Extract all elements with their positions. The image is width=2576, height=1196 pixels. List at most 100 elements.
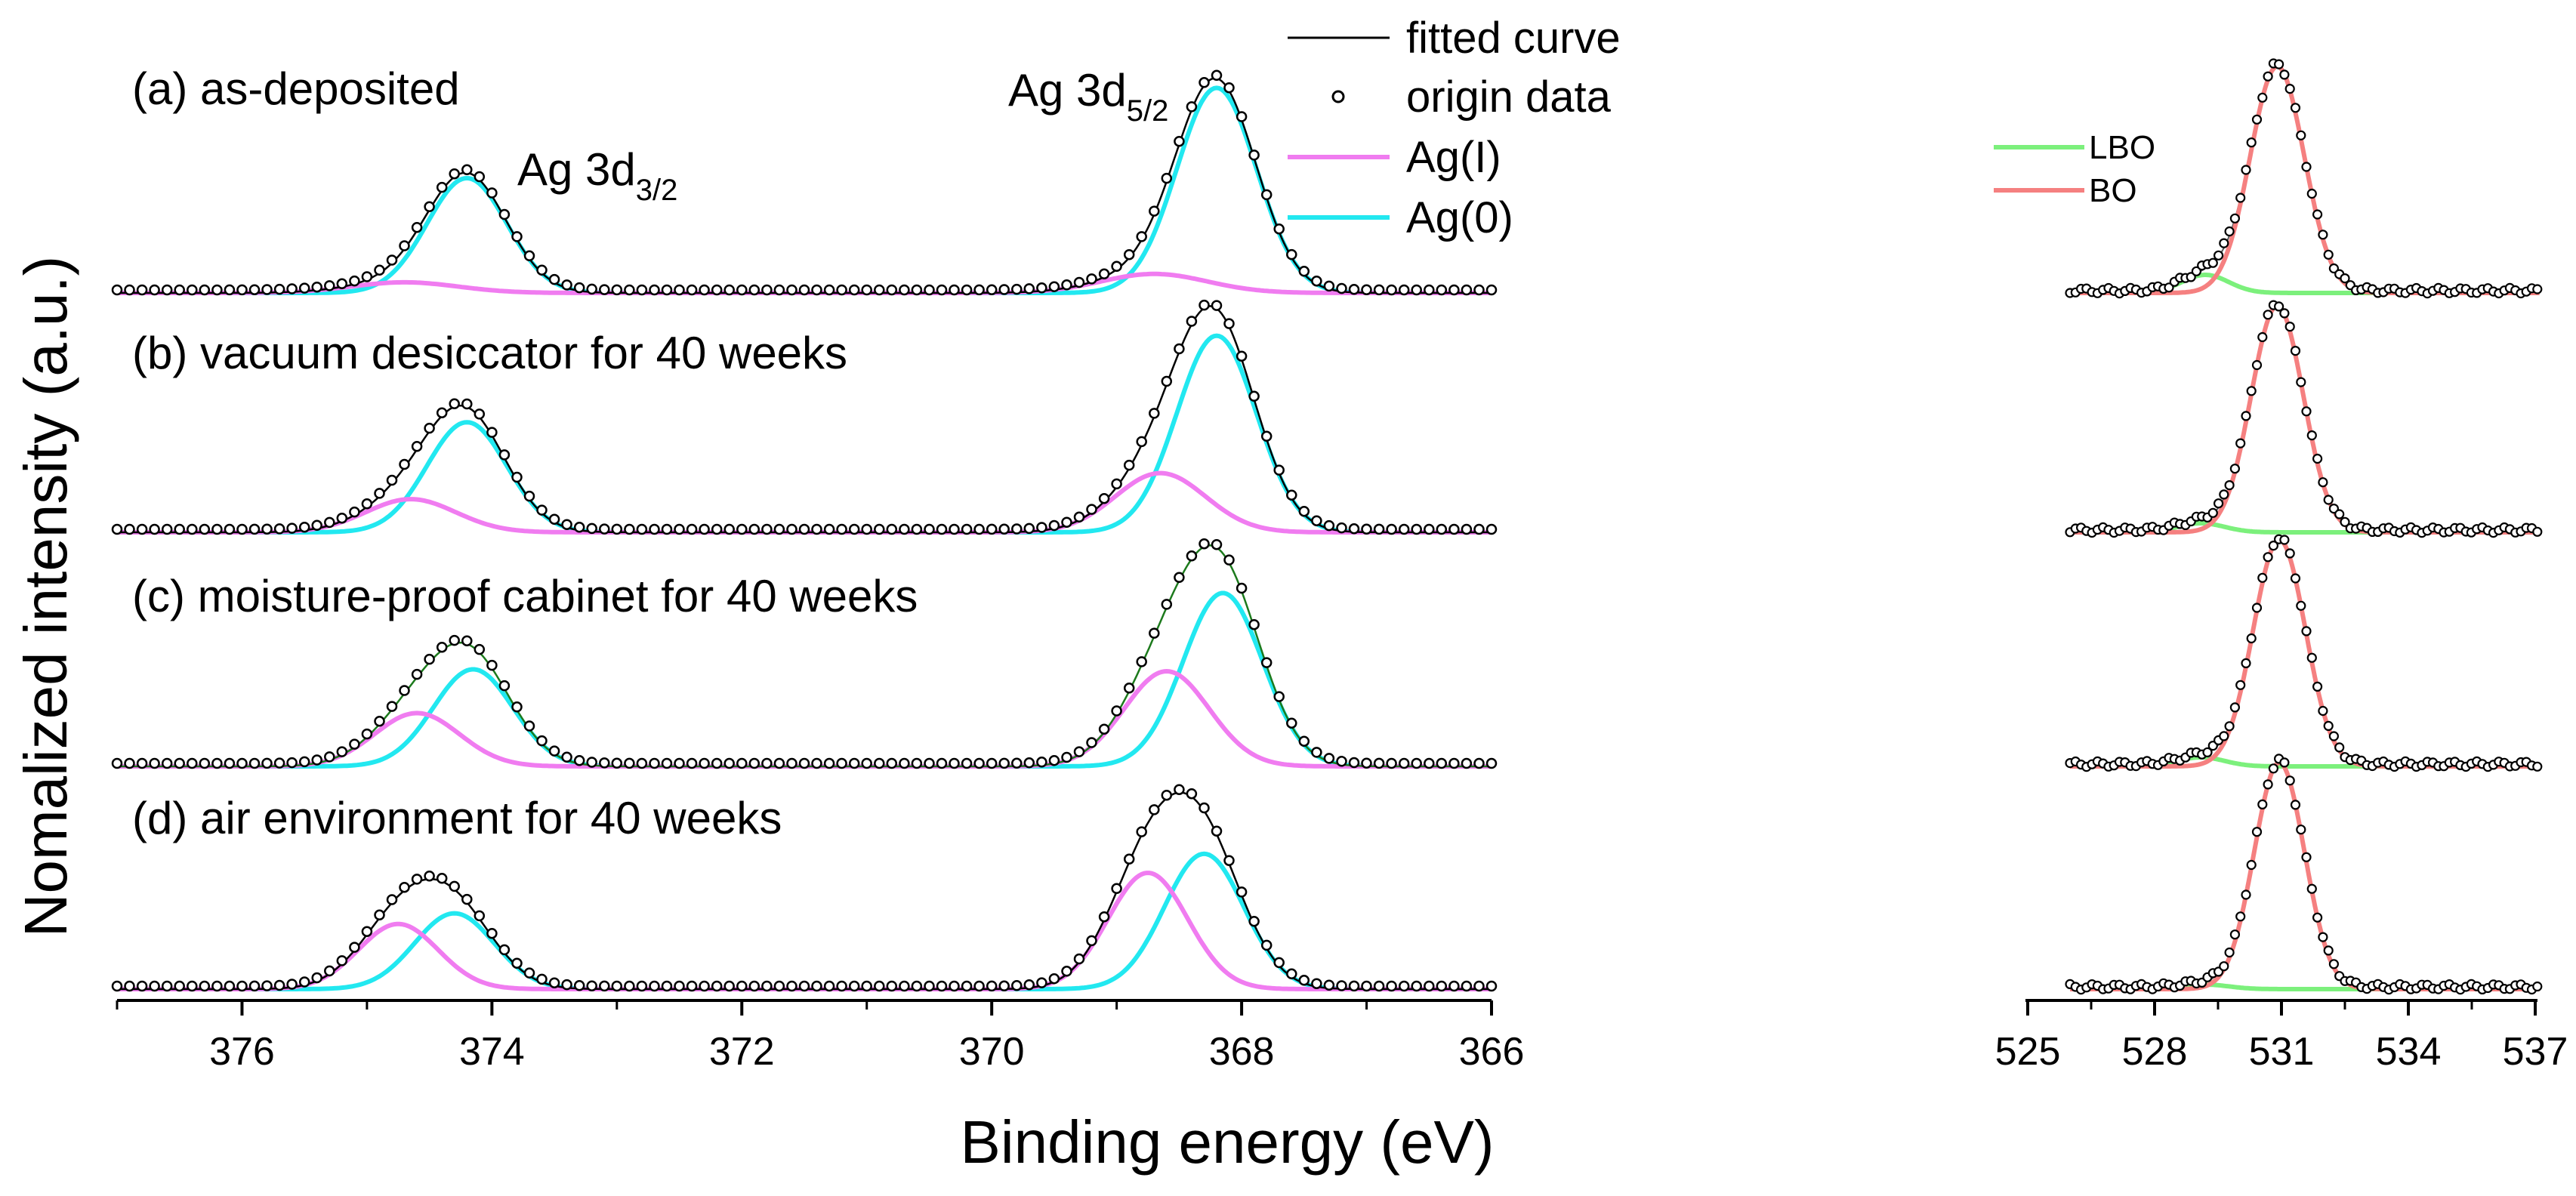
ag-origin-point [187, 980, 198, 992]
ag-origin-point [248, 523, 261, 535]
ag-origin-point [199, 284, 211, 296]
ag-origin-point [286, 522, 298, 534]
ag-origin-point [973, 757, 985, 769]
ag-origin-point [349, 275, 360, 287]
o1s-origin-point [2246, 386, 2257, 396]
o1s-origin-point [2246, 859, 2257, 871]
o1s-origin-point [2532, 284, 2543, 294]
ag-origin-point [636, 284, 648, 296]
ag-origin-point [1298, 975, 1310, 986]
ag-origin-point [961, 757, 973, 769]
o1s-origin-point [2279, 69, 2290, 80]
ag-origin-point [886, 523, 898, 535]
o1s-legend: LBO BO [1994, 129, 2155, 209]
ag-origin-point [1485, 980, 1498, 992]
ag-origin-point [998, 523, 1010, 535]
ag-origin-point [1061, 966, 1072, 977]
o1s-origin-point [2263, 552, 2273, 563]
ag-origin-point [1336, 282, 1347, 294]
ag-origin-point [661, 980, 673, 992]
ag-origin-point [1036, 522, 1047, 533]
ag-origin-point [674, 980, 685, 992]
ag-origin-point [1123, 853, 1135, 865]
ag-origin-point [1223, 318, 1235, 329]
ag-origin-point [786, 757, 797, 769]
ag-origin-point [624, 284, 635, 296]
peak-label-ag3d52-sub: 5/2 [1127, 94, 1169, 128]
ag-origin-point [211, 523, 223, 535]
peak-label-ag3d32: Ag 3d3/2 [517, 144, 677, 207]
ag-origin-point [786, 284, 797, 296]
ag-origin-point [1424, 523, 1435, 535]
ag-origin-point [124, 523, 135, 535]
ag-origin-point [1348, 757, 1360, 769]
ag-origin-point [548, 745, 560, 757]
o1s-origin-point [2257, 331, 2268, 343]
ag-origin-point [911, 980, 923, 992]
ag-origin-point [823, 980, 835, 992]
ag-origin-point [124, 284, 135, 296]
ag-origin-point [924, 284, 935, 296]
ag-origin-point [811, 523, 822, 535]
ag-origin-point [1373, 980, 1385, 992]
ag-origin-point [149, 523, 160, 535]
ag-origin-point [498, 449, 511, 461]
o1s-origin-point [2241, 658, 2251, 669]
ag-origin-point [773, 980, 785, 992]
ag-origin-point [1311, 275, 1322, 287]
ag-origin-point [174, 284, 185, 296]
ag-origin-point [498, 208, 511, 220]
ag-origin-point [298, 756, 310, 768]
ag-origin-point [1186, 788, 1198, 800]
ag-origin-point [436, 873, 448, 884]
ag-origin-point [349, 942, 360, 953]
ag-origin-point [886, 980, 898, 992]
ag-origin-point [111, 980, 123, 992]
ag-origin-point [1136, 656, 1147, 667]
o1s-origin-point [2284, 322, 2295, 332]
ag-origin-point [1048, 519, 1060, 532]
ag-origin-point [1311, 747, 1322, 758]
ag-panel-d [111, 784, 1498, 992]
o1s-origin-point [2284, 548, 2295, 559]
o1s-origin-point [2290, 573, 2301, 584]
o1s-origin-point [2532, 981, 2543, 992]
ag-origin-point [899, 980, 910, 992]
ag-origin-point [573, 282, 585, 294]
ag-origin-point [1186, 550, 1198, 562]
o1s-origin-point [2219, 238, 2229, 248]
ag-origin-point [498, 680, 511, 692]
ag-origin-point [1398, 980, 1410, 992]
o1s-x-tick-label: 537 [2503, 1030, 2568, 1074]
ag-origin-point [773, 523, 785, 535]
ag-x-tick-label: 376 [209, 1030, 275, 1074]
ag-origin-point [786, 523, 797, 535]
ag-origin-point [1248, 150, 1260, 161]
ag-origin-point [474, 171, 486, 183]
ag-legend: fitted curve origin data Ag(I) Ag(0) [1288, 14, 1621, 242]
o1s-origin-point [2290, 346, 2301, 356]
ag-origin-point [1123, 248, 1135, 260]
ag-origin-point [736, 980, 748, 992]
ag-origin-point [224, 757, 236, 769]
ag-origin-point [187, 523, 198, 535]
ag-origin-point [461, 635, 473, 646]
ag-origin-point [361, 271, 373, 282]
ag-origin-point [211, 757, 223, 769]
ag-origin-point [1211, 300, 1223, 311]
ag-origin-point [998, 980, 1010, 992]
ag-origin-point [336, 955, 348, 966]
ag-origin-point [1286, 717, 1297, 729]
o1s-origin-point [2306, 188, 2317, 199]
ag-origin-point [248, 980, 261, 992]
o1s-origin-point [2229, 702, 2240, 713]
ag-origin-point [1286, 489, 1297, 501]
ag-x-ticks: 376 374 372 370 368 366 [116, 1000, 1524, 1074]
ag-origin-point [624, 757, 635, 769]
ag-origin-point [199, 980, 211, 992]
ag-origin-point [248, 757, 261, 769]
ag-origin-point [1286, 968, 1297, 980]
legend-label-fitted: fitted curve [1406, 14, 1621, 63]
ag-origin-point [661, 757, 673, 769]
